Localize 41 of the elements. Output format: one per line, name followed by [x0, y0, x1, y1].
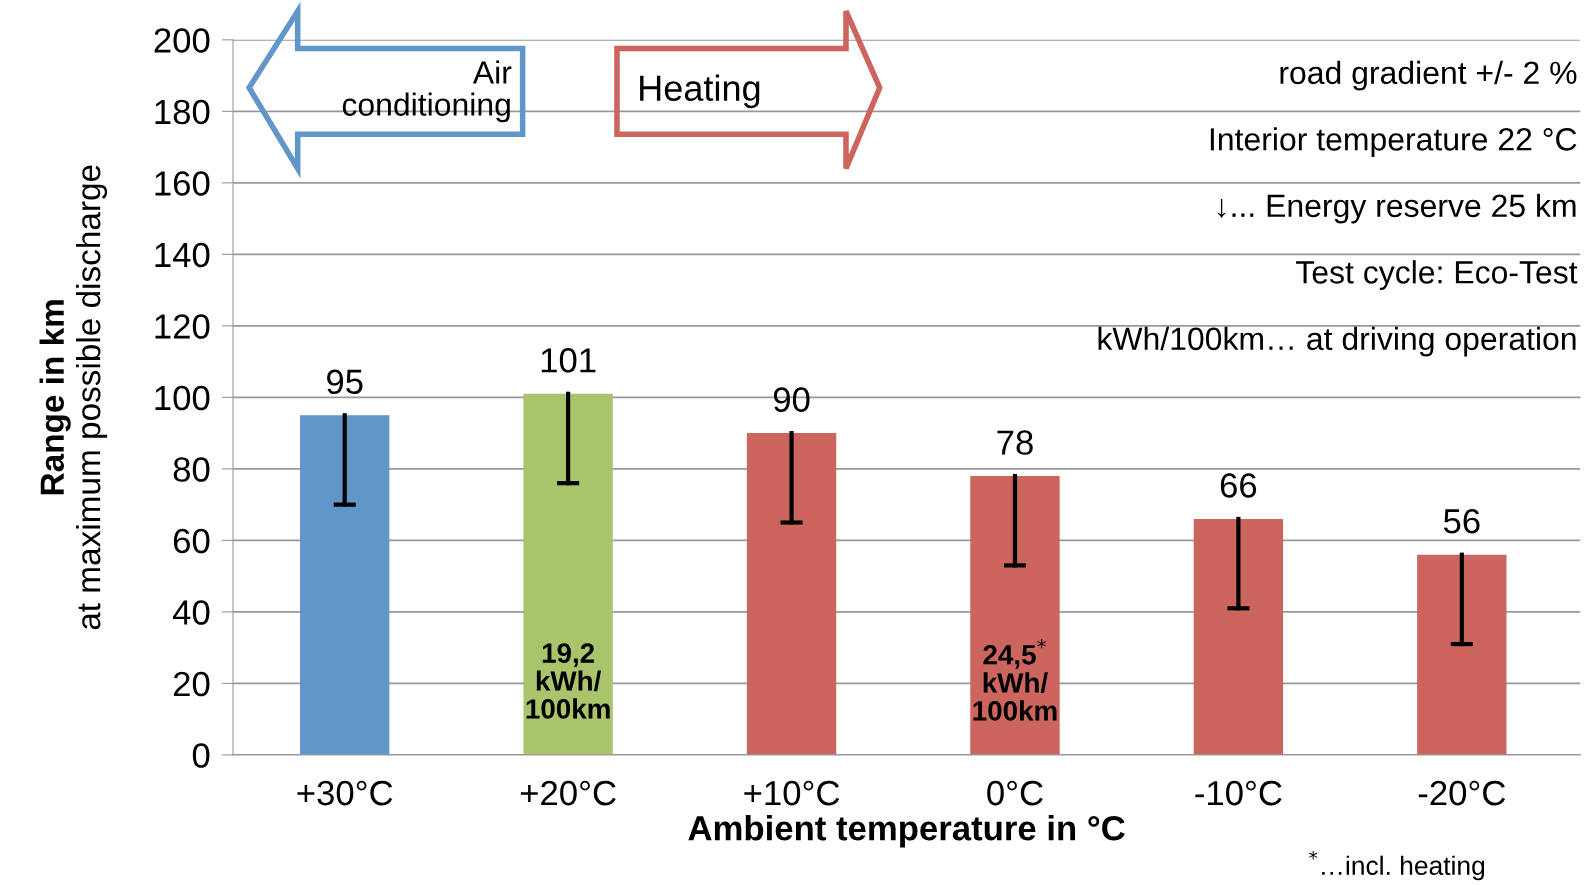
y-tick-label: 100 [155, 385, 210, 411]
y-tick-label: 0 [192, 743, 210, 768]
annotation: Test cycle: Eco-Test [1296, 260, 1578, 290]
x-tick-label: +30°C [297, 780, 393, 806]
annotation: Heating [640, 74, 760, 109]
data-label: 90 [773, 387, 810, 412]
annotation: Air conditioning [342, 60, 512, 123]
y-tick-label: 20 [173, 671, 210, 697]
y-tick-label: 200 [154, 28, 210, 53]
y-tick-label: 120 [155, 314, 210, 339]
bar [523, 393, 613, 755]
y-tick-label: 80 [173, 457, 210, 482]
annotation: road gradient +/- 2 % [1280, 60, 1577, 91]
y-tick-label: 40 [172, 600, 210, 625]
annotation: kWh/100km… at driving operation [1098, 326, 1576, 357]
annotation: ↓... Energy reserve 25 km [1217, 193, 1576, 224]
y-tick-label: 180 [155, 99, 210, 125]
bar [970, 476, 1060, 755]
x-axis-title: Ambient temperature in °C [688, 815, 1125, 848]
x-tick-label: -10°C [1195, 780, 1282, 806]
y-axis-title: Range in km at maximum possible discharge [39, 165, 108, 630]
data-label: 101 [541, 348, 596, 373]
bar [746, 433, 837, 755]
data-label: 66 [1220, 473, 1257, 498]
data-label: 78 [997, 430, 1033, 455]
bar [300, 415, 390, 755]
text: $^{*}$…incl. heating [1309, 850, 1485, 881]
x-tick-label: 0°C [987, 780, 1043, 806]
x-tick-label: -20°C [1418, 780, 1506, 806]
bar [1417, 554, 1507, 755]
annotation: Interior temperature 22 °C [1210, 127, 1577, 157]
y-tick-label: 160 [155, 171, 210, 196]
data-label: 56 [1443, 508, 1480, 534]
x-tick-label: +20°C [520, 780, 616, 806]
x-tick-label: +10°C [744, 780, 840, 806]
y-tick-label: 140 [155, 242, 210, 268]
text: 24,5$^{*}$ kWh/ 100km [973, 639, 1057, 721]
y-tick-label: 60 [173, 528, 210, 554]
bar [1193, 518, 1284, 755]
data-label: 95 [327, 369, 363, 395]
annotation: 19,2 kWh/ 100km [526, 643, 610, 719]
